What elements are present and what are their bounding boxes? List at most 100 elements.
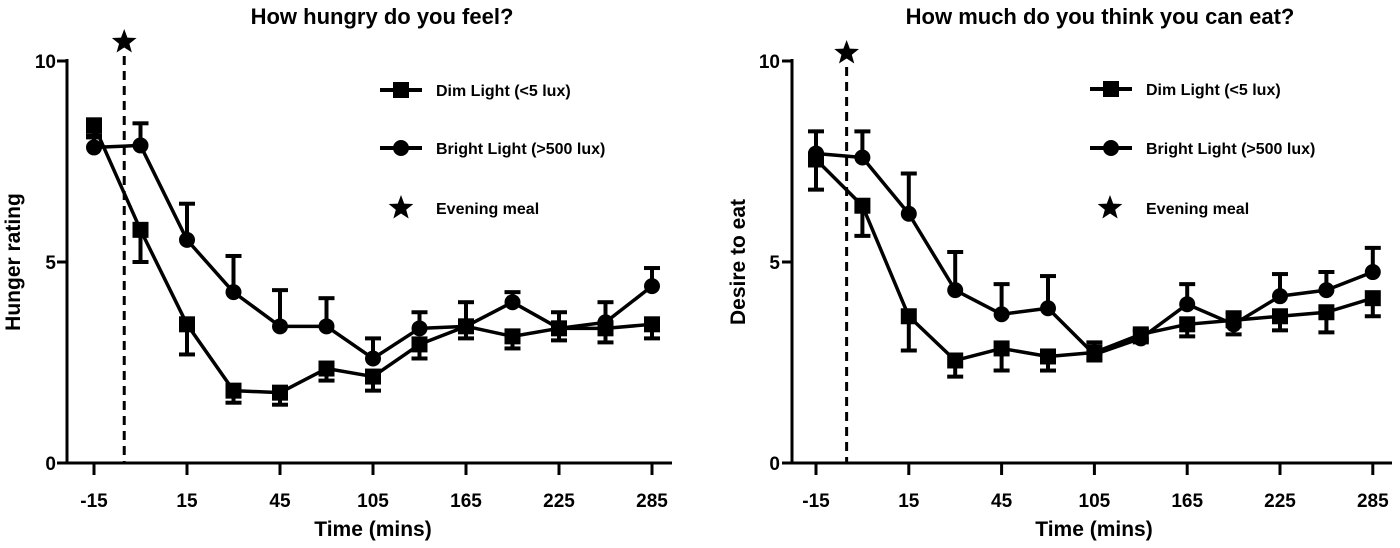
legend-label: Dim Light (<5 lux) xyxy=(436,83,571,100)
legend-item-bright: Bright Light (>500 lux) xyxy=(1090,140,1315,158)
data-point-circle xyxy=(272,318,288,335)
x-tick-label: 285 xyxy=(1357,491,1389,512)
x-tick-label: 165 xyxy=(1171,491,1203,512)
data-point-circle xyxy=(597,314,614,331)
plot-area: 0 5 10 -15 15 45 105 165 225 285 xyxy=(35,29,672,512)
y-tick-label: 5 xyxy=(45,253,56,274)
legend-item-meal: Evening meal xyxy=(388,195,539,219)
series-line xyxy=(814,158,1374,363)
data-point-circle xyxy=(808,145,824,162)
circle-marker-icon xyxy=(1103,140,1119,156)
data-point-square xyxy=(900,308,917,325)
data-point-square xyxy=(272,384,288,401)
data-point-square xyxy=(1364,290,1381,307)
chart-title: How hungry do you feel? xyxy=(251,4,514,29)
x-axis-label: Time (mins) xyxy=(1035,518,1152,541)
data-point-circle xyxy=(86,139,102,156)
chart-panel-hunger: How hungry do you feel? Hunger rating Ti… xyxy=(2,4,672,541)
legend-label: Bright Light (>500 lux) xyxy=(436,141,605,158)
data-point-square xyxy=(854,197,871,214)
legend-label: Dim Light (<5 lux) xyxy=(1146,82,1281,99)
data-point-square xyxy=(947,352,964,369)
y-axis-label: Hunger rating xyxy=(2,193,25,331)
star-icon xyxy=(388,195,414,219)
data-point-circle xyxy=(1040,300,1056,317)
legend-label: Evening meal xyxy=(1146,201,1249,218)
data-point-square xyxy=(504,328,521,345)
data-point-circle xyxy=(644,278,660,295)
y-tick-label: 5 xyxy=(769,253,780,274)
data-point-square xyxy=(1318,304,1335,321)
data-point-circle xyxy=(458,318,474,335)
data-point-circle xyxy=(551,320,567,337)
series-line xyxy=(93,143,654,361)
series-bright-light xyxy=(86,121,660,367)
data-point-circle xyxy=(1132,330,1149,347)
legend-item-bright: Bright Light (>500 lux) xyxy=(380,140,605,158)
data-point-circle xyxy=(993,306,1010,323)
evening-meal-star-icon xyxy=(111,29,137,53)
legend: Dim Light (<5 lux) Bright Light (>500 lu… xyxy=(1090,81,1315,219)
data-point-circle xyxy=(1364,264,1381,281)
data-point-square xyxy=(365,368,381,385)
data-point-square xyxy=(132,221,149,238)
square-marker-icon xyxy=(1103,81,1119,97)
y-axis-label: Desire to eat xyxy=(727,199,750,325)
data-point-circle xyxy=(365,350,381,367)
y-tick-label: 10 xyxy=(35,52,56,73)
data-point-square xyxy=(644,316,660,333)
data-point-circle xyxy=(1318,282,1335,299)
evening-meal-star-icon xyxy=(834,40,859,64)
legend: Dim Light (<5 lux) Bright Light (>500 lu… xyxy=(380,82,605,219)
x-axis-label: Time (mins) xyxy=(314,518,431,541)
data-point-circle xyxy=(900,205,917,222)
legend-item-meal: Evening meal xyxy=(1097,195,1249,219)
data-point-square xyxy=(1272,308,1288,325)
x-tick-label: 15 xyxy=(898,491,920,512)
x-tick-label: 105 xyxy=(357,491,389,512)
data-point-square xyxy=(993,340,1010,357)
x-tick-label: 15 xyxy=(176,491,198,512)
circle-marker-icon xyxy=(393,140,409,156)
legend-label: Evening meal xyxy=(436,201,539,218)
series-bright-light xyxy=(808,129,1381,363)
square-marker-icon xyxy=(393,82,409,98)
legend-item-dim: Dim Light (<5 lux) xyxy=(1090,81,1281,99)
data-point-square xyxy=(1179,316,1196,333)
data-point-square xyxy=(318,360,335,377)
chart-panel-desire: How much do you think you can eat? Desir… xyxy=(727,4,1392,541)
data-point-circle xyxy=(504,294,521,311)
y-tick-label: 0 xyxy=(769,454,780,475)
data-point-circle xyxy=(1225,316,1242,333)
data-point-circle xyxy=(411,320,428,337)
chart-title: How much do you think you can eat? xyxy=(906,4,1295,29)
x-tick-label: 105 xyxy=(1079,491,1111,512)
x-tick-label: 45 xyxy=(269,491,291,512)
x-tick-label: -15 xyxy=(80,491,108,512)
data-point-circle xyxy=(947,282,964,299)
legend-label: Bright Light (>500 lux) xyxy=(1146,141,1315,158)
x-tick-label: 165 xyxy=(450,491,482,512)
data-point-circle xyxy=(854,149,871,166)
x-tick-label: 225 xyxy=(543,491,575,512)
y-tick-label: 0 xyxy=(45,454,56,475)
data-point-circle xyxy=(179,231,195,248)
data-point-circle xyxy=(1086,346,1103,363)
data-point-square xyxy=(225,382,242,399)
data-point-square xyxy=(411,336,428,353)
x-tick-label: -15 xyxy=(802,491,830,512)
star-icon xyxy=(1097,195,1123,219)
series-line xyxy=(815,151,1374,357)
data-point-square xyxy=(1040,348,1056,365)
legend-item-dim: Dim Light (<5 lux) xyxy=(380,82,571,100)
data-point-circle xyxy=(318,318,335,335)
x-tick-label: 45 xyxy=(991,491,1013,512)
data-point-circle xyxy=(1272,288,1288,305)
data-point-square xyxy=(179,316,195,333)
x-tick-label: 285 xyxy=(636,491,668,512)
x-tick-label: 225 xyxy=(1264,491,1296,512)
data-point-circle xyxy=(132,137,149,154)
y-tick-label: 10 xyxy=(759,52,780,73)
data-point-circle xyxy=(225,284,242,301)
